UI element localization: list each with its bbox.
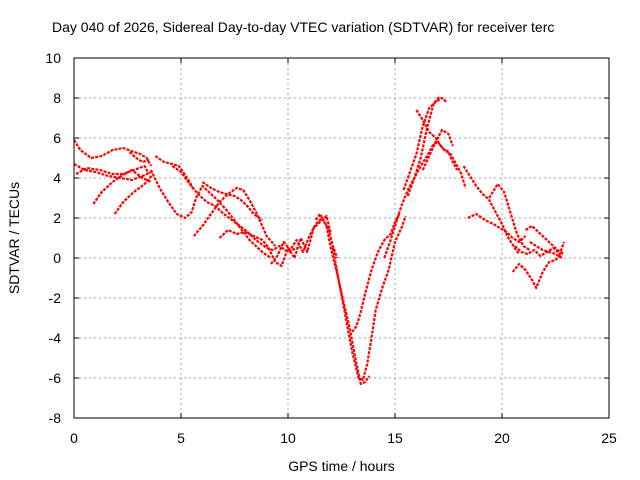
x-tick-label: 10 <box>280 430 296 446</box>
series-line <box>406 140 467 197</box>
series-line <box>201 181 263 221</box>
series-line <box>351 213 401 333</box>
y-tick-label: -6 <box>49 370 62 386</box>
x-tick-label: 5 <box>177 430 185 446</box>
axis-ticks: 0 5 10 15 20 25 -8 -6 -4 -2 0 2 4 6 8 10 <box>45 50 617 446</box>
series-line <box>415 109 459 171</box>
x-tick-label: 15 <box>387 430 403 446</box>
series-line <box>270 216 339 265</box>
series-line <box>113 173 155 215</box>
series-line <box>92 168 152 205</box>
y-tick-label: -8 <box>49 410 62 426</box>
series-line <box>75 164 150 176</box>
series-line <box>511 253 563 290</box>
plot-frame <box>73 57 610 419</box>
x-axis-label: GPS time / hours <box>288 458 395 474</box>
series-line <box>331 215 407 382</box>
x-tick-label: 0 <box>70 430 78 446</box>
series-line <box>462 165 520 255</box>
series-line <box>128 151 150 164</box>
y-axis-label: SDTVAR / TECUs <box>6 182 22 294</box>
y-tick-label: -4 <box>49 330 62 346</box>
series-line <box>524 224 565 255</box>
y-tick-label: 2 <box>53 210 61 226</box>
y-tick-label: 4 <box>53 170 61 186</box>
series-line <box>467 212 527 244</box>
x-tick-label: 20 <box>494 430 510 446</box>
series-line <box>421 128 454 171</box>
series-line <box>529 241 563 259</box>
series-line <box>154 155 195 191</box>
y-tick-label: 6 <box>53 130 61 146</box>
series-line <box>383 95 441 259</box>
series-line <box>488 182 531 251</box>
series-line <box>171 165 298 254</box>
chart-title: Day 040 of 2026, Sidereal Day-to-day VTE… <box>52 19 554 35</box>
y-tick-label: 8 <box>53 90 61 106</box>
grid <box>74 58 609 418</box>
x-tick-label: 25 <box>601 430 617 446</box>
y-tick-label: 0 <box>53 250 61 266</box>
data-series <box>73 95 566 386</box>
series-line <box>514 241 566 258</box>
series-line <box>192 186 277 247</box>
series-line <box>402 96 448 191</box>
series-line <box>73 139 152 167</box>
y-tick-label: 10 <box>45 50 61 66</box>
y-tick-label: -2 <box>49 290 62 306</box>
series-line <box>150 169 272 259</box>
